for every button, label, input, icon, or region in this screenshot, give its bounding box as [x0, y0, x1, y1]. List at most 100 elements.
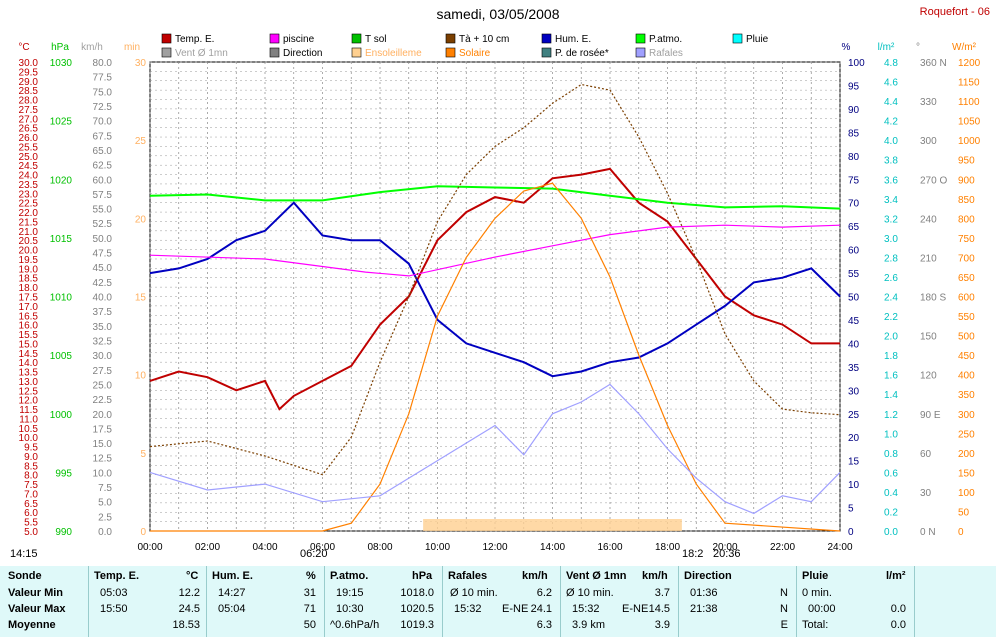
deg-axis-tick: 210: [920, 253, 937, 264]
dir-min-time: 01:36: [690, 587, 718, 599]
rafales-avg-value: 6.3: [536, 619, 552, 631]
lm2-axis-tick: 3.4: [884, 195, 898, 206]
wm2-axis-tick: 0: [958, 527, 964, 538]
temp-min-value: 12.2: [178, 587, 200, 599]
wm2-axis-tick: 200: [958, 449, 975, 460]
pluie-max-value: 0.0: [890, 603, 906, 615]
legend-swatch: [351, 33, 362, 44]
wm2-unit: W/m²: [952, 42, 977, 53]
legend-swatch: [269, 33, 280, 44]
hdr-pluie-unit: l/m²: [886, 570, 906, 582]
legend-label: Rafales: [649, 48, 683, 59]
time-2: 20:36: [713, 548, 741, 560]
rafales-min-value: 6.2: [536, 587, 552, 599]
lm2-axis-tick: 3.2: [884, 214, 898, 225]
kmh-axis-tick: 32.5: [93, 336, 113, 347]
kmh-axis-tick: 5.0: [98, 498, 112, 509]
kmh-axis-tick: 67.5: [93, 131, 113, 142]
legend-label: Temp. E.: [175, 34, 214, 45]
legend-label: Vent Ø 1mn: [175, 48, 228, 59]
stats-footer: Sonde Temp. E. °C Hum. E. % P.atmo. hPa …: [0, 566, 996, 637]
hdr-direction: Direction: [684, 570, 732, 582]
station-name: Roquefort - 06: [919, 6, 990, 18]
kmh-axis-tick: 75.0: [93, 87, 113, 98]
temp-axis-tick: 11.0: [19, 414, 38, 425]
wm2-axis-tick: 350: [958, 390, 975, 401]
lm2-axis-tick: 1.8: [884, 351, 898, 362]
patmo-trend: ^0.6hPa/h: [330, 619, 380, 631]
legend-label: Direction: [283, 48, 322, 59]
lm2-axis-tick: 2.4: [884, 293, 898, 304]
x-tick: 14:00: [540, 542, 565, 553]
pct-axis-tick: 85: [848, 128, 860, 139]
temp-axis-tick: 9.5: [24, 443, 38, 454]
temp-axis-tick: 20.5: [19, 236, 39, 247]
vent-min-value: 3.7: [654, 587, 670, 599]
hpa-axis-tick: 990: [55, 527, 72, 538]
temp-axis-tick: 29.0: [19, 77, 39, 88]
dir-max-time: 21:38: [690, 603, 718, 615]
kmh-axis-tick: 10.0: [93, 468, 113, 479]
hum-avg-value: 50: [303, 619, 316, 631]
lm2-axis-tick: 4.2: [884, 117, 898, 128]
legend-swatch: [161, 47, 172, 58]
vent-max-time: 15:32: [572, 603, 600, 615]
hdr-temp: Temp. E.: [94, 570, 140, 582]
temp-axis-tick: 23.0: [19, 189, 39, 200]
temp-axis-tick: 25.0: [19, 152, 39, 163]
pct-axis-tick: 65: [848, 222, 860, 233]
weather-chart: Temp. E. piscine T sol Tà + 10 cm Hum. E. P.a…: [18, 33, 981, 553]
legend-label: Ensoleilleme: [365, 48, 422, 59]
temp-axis-tick: 14.5: [19, 349, 39, 360]
vent-min-label: Ø 10 min.: [566, 587, 614, 599]
deg-axis-tick: 180 S: [920, 293, 946, 304]
pct-unit: %: [842, 42, 851, 53]
temp-axis-tick: 5.5: [24, 518, 38, 529]
kmh-axis-tick: 0.0: [98, 527, 112, 538]
lm2-axis-tick: 3.6: [884, 175, 898, 186]
x-tick: 24:00: [827, 542, 852, 553]
pct-axis-tick: 50: [848, 293, 860, 304]
temp-axis-tick: 11.5: [19, 405, 38, 416]
kmh-axis-tick: 77.5: [93, 73, 113, 84]
wm2-axis-tick: 1150: [958, 78, 980, 89]
temp-axis-tick: 28.5: [19, 86, 39, 97]
deg-axis-tick: 330: [920, 97, 937, 108]
rafales-max-value: 24.1: [530, 603, 552, 615]
hpa-axis-tick: 1000: [50, 410, 73, 421]
x-tick: 02:00: [195, 542, 220, 553]
wm2-axis-tick: 1050: [958, 117, 981, 128]
hdr-pluie: Pluie: [802, 570, 829, 582]
hpa-axis-tick: 995: [55, 468, 72, 479]
temp-axis-tick: 15.0: [19, 339, 39, 350]
lm2-axis-tick: 1.0: [884, 429, 898, 440]
hdr-hum: Hum. E.: [212, 570, 253, 582]
temp-axis-tick: 7.0: [24, 489, 38, 500]
min-axis-tick: 5: [140, 449, 146, 460]
temp-axis-tick: 13.0: [19, 377, 39, 388]
hpa-axis-tick: 1010: [50, 293, 73, 304]
temp-axis-tick: 6.0: [24, 508, 38, 519]
temp-axis-tick: 16.0: [19, 321, 39, 332]
patmo-avg-value: 1019.3: [400, 619, 434, 631]
legend-label: Pluie: [746, 34, 769, 45]
x-tick: 20:00: [712, 542, 737, 553]
temp-max-value: 24.5: [178, 603, 200, 615]
hum-max-value: 71: [303, 603, 316, 615]
wm2-axis-tick: 1200: [958, 58, 981, 69]
legend-swatch: [269, 47, 280, 58]
deg-axis-tick: 30: [920, 488, 932, 499]
kmh-axis-tick: 2.5: [98, 512, 112, 523]
temp-axis-tick: 29.5: [19, 67, 39, 78]
wm2-axis-tick: 550: [958, 312, 975, 323]
hpa-axis-tick: 1020: [50, 175, 73, 186]
deg-axis-tick: 240: [920, 214, 937, 225]
hpa-axis-tick: 1005: [50, 351, 73, 362]
wm2-axis-tick: 250: [958, 429, 975, 440]
kmh-axis-tick: 60.0: [93, 175, 113, 186]
lm2-axis-tick: 4.4: [884, 97, 898, 108]
temp-axis-tick: 10.5: [19, 424, 39, 435]
legend-label: P.atmo.: [649, 34, 682, 45]
sunset-time: 18:2: [682, 548, 704, 560]
temp-axis-tick: 23.5: [19, 180, 39, 191]
